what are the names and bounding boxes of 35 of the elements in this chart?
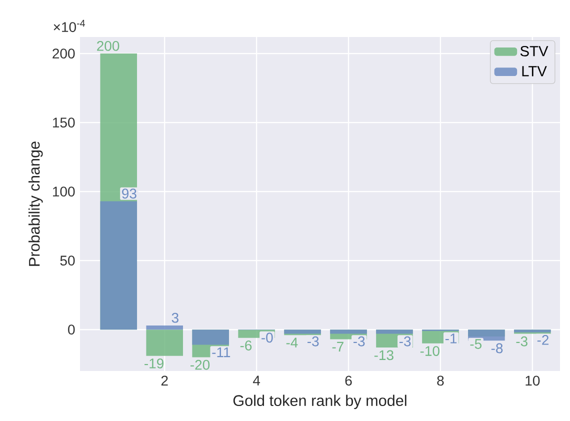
data-label: 200: [97, 40, 120, 51]
x-tick-label: 10: [526, 376, 540, 386]
x-tick-label: 8: [437, 376, 444, 386]
data-label: 3: [172, 312, 178, 323]
data-label: -8: [491, 343, 503, 354]
x-tick-label: 6: [345, 376, 352, 386]
data-label: -0: [262, 332, 273, 343]
data-label: -2: [537, 335, 549, 345]
legend-label: STV: [520, 46, 548, 56]
data-label: -20: [190, 360, 210, 370]
data-label: -11: [212, 347, 230, 358]
y-tick-label: 200: [52, 48, 75, 59]
data-label: -13: [374, 350, 394, 360]
y-axis-title: Probability change: [28, 142, 43, 266]
data-label: -6: [240, 340, 252, 350]
data-label: -3: [516, 336, 528, 346]
data-label: -10: [420, 346, 440, 356]
data-label: -4: [286, 338, 298, 348]
data-label: -3: [399, 336, 411, 346]
y-tick-label: 100: [53, 186, 75, 197]
data-label: -3: [353, 336, 365, 346]
data-label: -7: [332, 342, 344, 352]
x-tick-label: 2: [161, 376, 168, 386]
y-tick-label: 150: [53, 118, 75, 128]
data-label: -19: [144, 358, 164, 368]
data-label: -3: [308, 336, 319, 346]
y-tick-label: 50: [60, 256, 75, 266]
data-label: -5: [470, 339, 482, 349]
text: ×10$^{-4}$: [54, 20, 85, 32]
x-tick-label: 4: [252, 376, 260, 386]
y-tick-label: 0: [68, 324, 75, 335]
data-label: 93: [122, 188, 136, 199]
legend-label: LTV: [522, 66, 547, 76]
data-label: -1: [445, 334, 457, 344]
x-axis-title: Gold token rank by model: [233, 394, 406, 410]
